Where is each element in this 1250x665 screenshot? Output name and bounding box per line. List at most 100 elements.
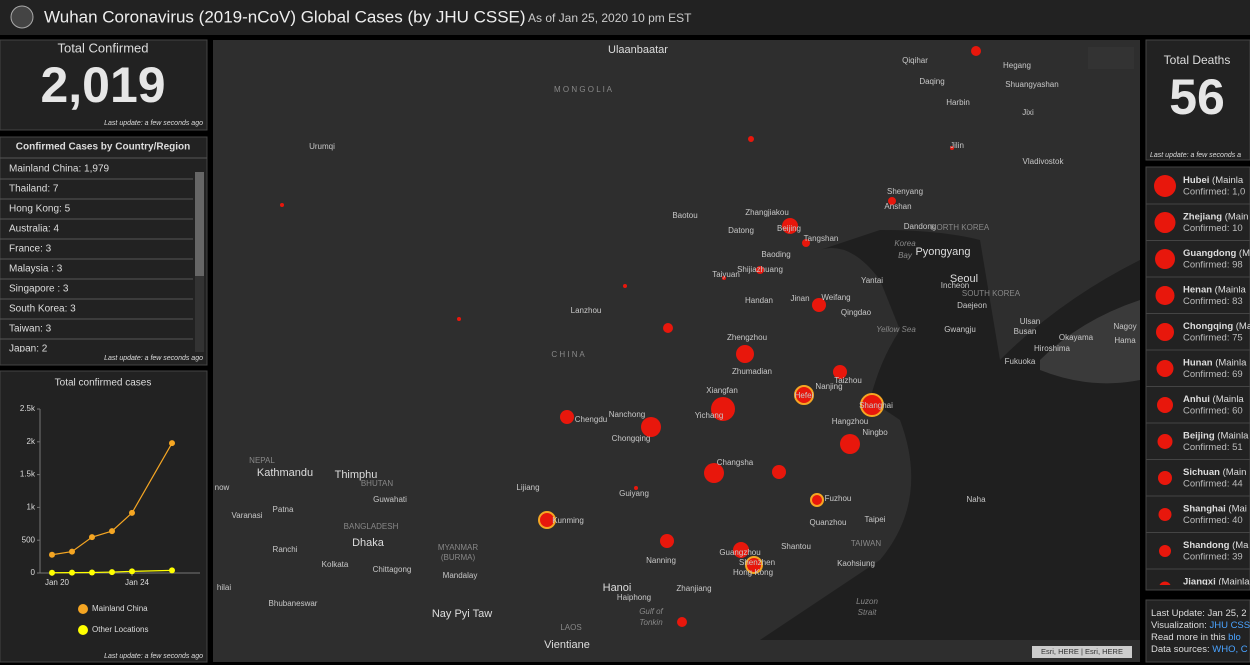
case-dot[interactable] xyxy=(641,417,661,437)
region-row[interactable]: Australia: 4 xyxy=(9,224,59,235)
map-tools[interactable] xyxy=(1088,47,1134,69)
map-label: Weifang xyxy=(821,293,850,302)
case-dot[interactable] xyxy=(677,617,687,627)
link[interactable]: WHO, C xyxy=(1212,644,1247,655)
region-row[interactable]: Singapore : 3 xyxy=(9,284,69,295)
province-name[interactable]: Sichuan (Main xyxy=(1183,467,1246,478)
case-dot[interactable] xyxy=(810,493,824,507)
region-row[interactable]: Hong Kong: 5 xyxy=(9,204,71,215)
map-label: Harbin xyxy=(946,98,970,107)
province: Guangdong xyxy=(1183,248,1236,259)
y-tick-label: 0 xyxy=(31,568,36,577)
province-name[interactable]: Hubei (Mainla xyxy=(1183,175,1244,186)
page-title: Wuhan Coronavirus (2019-nCoV) Global Cas… xyxy=(44,7,526,26)
region-row[interactable]: South Korea: 3 xyxy=(9,304,76,315)
link[interactable]: blo xyxy=(1228,632,1241,643)
map-label: Daejeon xyxy=(957,301,987,310)
region-row[interactable]: Mainland China: 1,979 xyxy=(9,164,110,175)
case-dot[interactable] xyxy=(812,298,826,312)
map-label: Chittagong xyxy=(373,565,412,574)
province-name[interactable]: Hunan (Mainla xyxy=(1183,357,1247,368)
region-row[interactable]: France: 3 xyxy=(9,244,52,255)
map-label: LAOS xyxy=(560,623,581,632)
map-label: Taipei xyxy=(865,515,886,524)
region-row[interactable]: Thailand: 7 xyxy=(9,184,59,195)
case-dot[interactable] xyxy=(745,556,763,574)
region-row[interactable]: Malaysia : 3 xyxy=(9,264,63,275)
case-dot[interactable] xyxy=(756,266,764,274)
province-name[interactable]: Henan (Mainla xyxy=(1183,284,1247,295)
case-dot[interactable] xyxy=(733,542,749,558)
province: Jiangxi xyxy=(1183,576,1216,587)
total-value: 2,019 xyxy=(40,57,165,113)
panel xyxy=(1145,39,1250,161)
province-detail: Confirmed: 98 xyxy=(1183,260,1243,271)
info-line: Last Update: Jan 25, 2 xyxy=(1151,608,1247,619)
region-row[interactable]: Japan: 2 xyxy=(9,344,48,355)
map-label: Jinan xyxy=(790,294,809,303)
case-dot[interactable] xyxy=(634,486,638,490)
province-name[interactable]: Beijing (Mainla xyxy=(1183,430,1249,441)
map-label: now xyxy=(215,483,230,492)
map-label: Beijing xyxy=(777,224,801,233)
case-dot[interactable] xyxy=(722,276,726,280)
case-dot[interactable] xyxy=(660,534,674,548)
case-dot[interactable] xyxy=(782,218,798,234)
case-dot[interactable] xyxy=(840,434,860,454)
map-label: Chengdu xyxy=(575,415,607,424)
case-dot[interactable] xyxy=(860,393,884,417)
region: (Mainla xyxy=(1215,430,1250,441)
map-label: Tonkin xyxy=(639,618,663,627)
total-label: Total Confirmed xyxy=(57,40,148,55)
case-dot[interactable] xyxy=(280,203,284,207)
case-dot[interactable] xyxy=(704,463,724,483)
case-dot[interactable] xyxy=(457,317,461,321)
map-label: Datong xyxy=(728,226,754,235)
region-row[interactable]: Taiwan: 3 xyxy=(9,324,52,335)
case-dot xyxy=(1158,508,1172,521)
series-line xyxy=(51,442,173,556)
map-label: Tangshan xyxy=(804,234,839,243)
map-label: Shanghai xyxy=(859,401,893,410)
case-dot[interactable] xyxy=(888,197,896,205)
panel xyxy=(0,136,208,366)
case-dot[interactable] xyxy=(711,397,735,421)
panel xyxy=(1145,599,1250,663)
province: Sichuan xyxy=(1183,467,1220,478)
province-name[interactable]: Zhejiang (Main xyxy=(1183,211,1248,222)
case-dot[interactable] xyxy=(794,385,814,405)
region: (Mainla xyxy=(1212,284,1247,295)
province-name[interactable]: Guangdong (M xyxy=(1183,248,1250,259)
case-dot[interactable] xyxy=(663,323,673,333)
case-dot[interactable] xyxy=(950,146,954,150)
case-dot[interactable] xyxy=(802,239,810,247)
map-label: Bay xyxy=(898,251,913,260)
map-label: Daqing xyxy=(919,77,944,86)
case-dot[interactable] xyxy=(538,511,556,529)
case-dot[interactable] xyxy=(833,365,847,379)
case-dot[interactable] xyxy=(748,136,754,142)
link[interactable]: JHU CSS xyxy=(1209,620,1250,631)
case-dot[interactable] xyxy=(623,284,627,288)
case-dot xyxy=(1155,286,1175,305)
province-name[interactable]: Chongqing (Main xyxy=(1183,321,1250,332)
map-label: Hefei xyxy=(795,391,814,400)
case-dot[interactable] xyxy=(971,46,981,56)
deaths-value: 56 xyxy=(1169,69,1225,125)
data-point xyxy=(169,567,175,574)
map-label: Ningbo xyxy=(862,428,888,437)
case-dot[interactable] xyxy=(560,410,574,424)
data-point xyxy=(69,569,75,576)
province-name[interactable]: Shandong (Ma xyxy=(1183,540,1249,551)
data-point xyxy=(169,440,175,447)
map-label: Urumqi xyxy=(309,142,335,151)
province-detail: Confirmed: 83 xyxy=(1183,296,1243,307)
scroll-thumb[interactable] xyxy=(195,172,204,276)
province-name[interactable]: Anhui (Mainla xyxy=(1183,394,1244,405)
case-dot[interactable] xyxy=(736,345,754,363)
province-name[interactable]: Shanghai (Mai xyxy=(1183,503,1247,514)
map-label: BHUTAN xyxy=(361,479,394,488)
data-point xyxy=(49,569,55,576)
province-name[interactable]: Jiangxi (Mainla xyxy=(1183,576,1250,587)
case-dot[interactable] xyxy=(772,465,786,479)
